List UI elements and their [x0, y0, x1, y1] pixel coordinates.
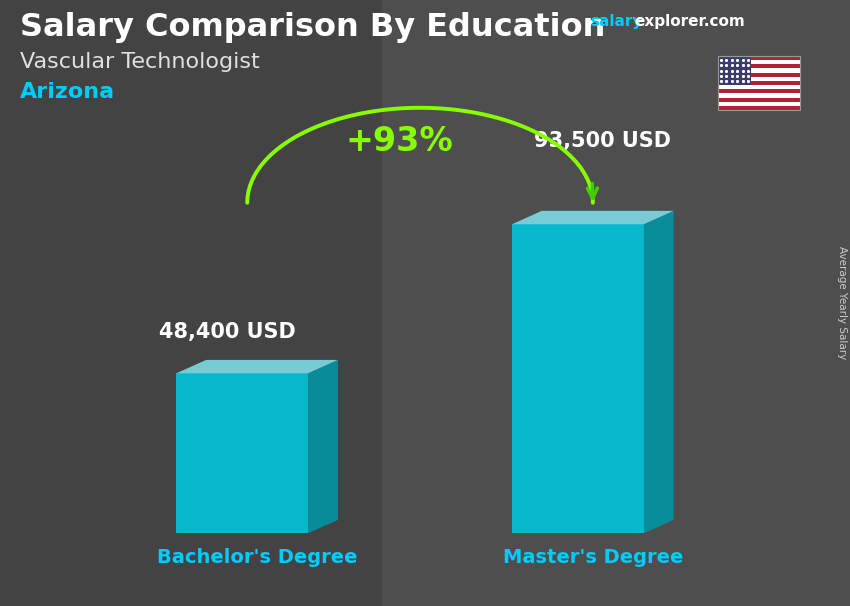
Polygon shape — [512, 211, 673, 224]
Text: 93,500 USD: 93,500 USD — [535, 131, 672, 151]
FancyBboxPatch shape — [718, 60, 800, 64]
FancyBboxPatch shape — [718, 106, 800, 110]
Polygon shape — [176, 373, 308, 533]
FancyBboxPatch shape — [718, 77, 800, 81]
FancyBboxPatch shape — [718, 81, 800, 85]
Text: +93%: +93% — [345, 125, 453, 158]
Polygon shape — [176, 360, 337, 373]
Polygon shape — [643, 211, 673, 533]
FancyBboxPatch shape — [382, 0, 850, 606]
Text: Average Yearly Salary: Average Yearly Salary — [837, 247, 847, 359]
Text: salary: salary — [590, 14, 643, 29]
Text: Arizona: Arizona — [20, 82, 115, 102]
FancyBboxPatch shape — [718, 89, 800, 93]
FancyBboxPatch shape — [718, 102, 800, 106]
Text: Vascular Technologist: Vascular Technologist — [20, 52, 260, 72]
Polygon shape — [512, 224, 643, 533]
Text: 48,400 USD: 48,400 USD — [159, 322, 296, 342]
Text: Salary Comparison By Education: Salary Comparison By Education — [20, 12, 605, 43]
FancyBboxPatch shape — [718, 73, 800, 77]
Text: Bachelor's Degree: Bachelor's Degree — [157, 548, 357, 567]
Polygon shape — [308, 360, 337, 533]
FancyBboxPatch shape — [718, 56, 751, 85]
FancyBboxPatch shape — [718, 56, 800, 60]
FancyBboxPatch shape — [718, 85, 800, 89]
FancyBboxPatch shape — [0, 0, 382, 606]
Text: explorer.com: explorer.com — [634, 14, 745, 29]
FancyBboxPatch shape — [718, 64, 800, 68]
FancyBboxPatch shape — [718, 68, 800, 73]
FancyBboxPatch shape — [718, 93, 800, 98]
FancyBboxPatch shape — [718, 98, 800, 102]
Text: Master's Degree: Master's Degree — [502, 548, 683, 567]
